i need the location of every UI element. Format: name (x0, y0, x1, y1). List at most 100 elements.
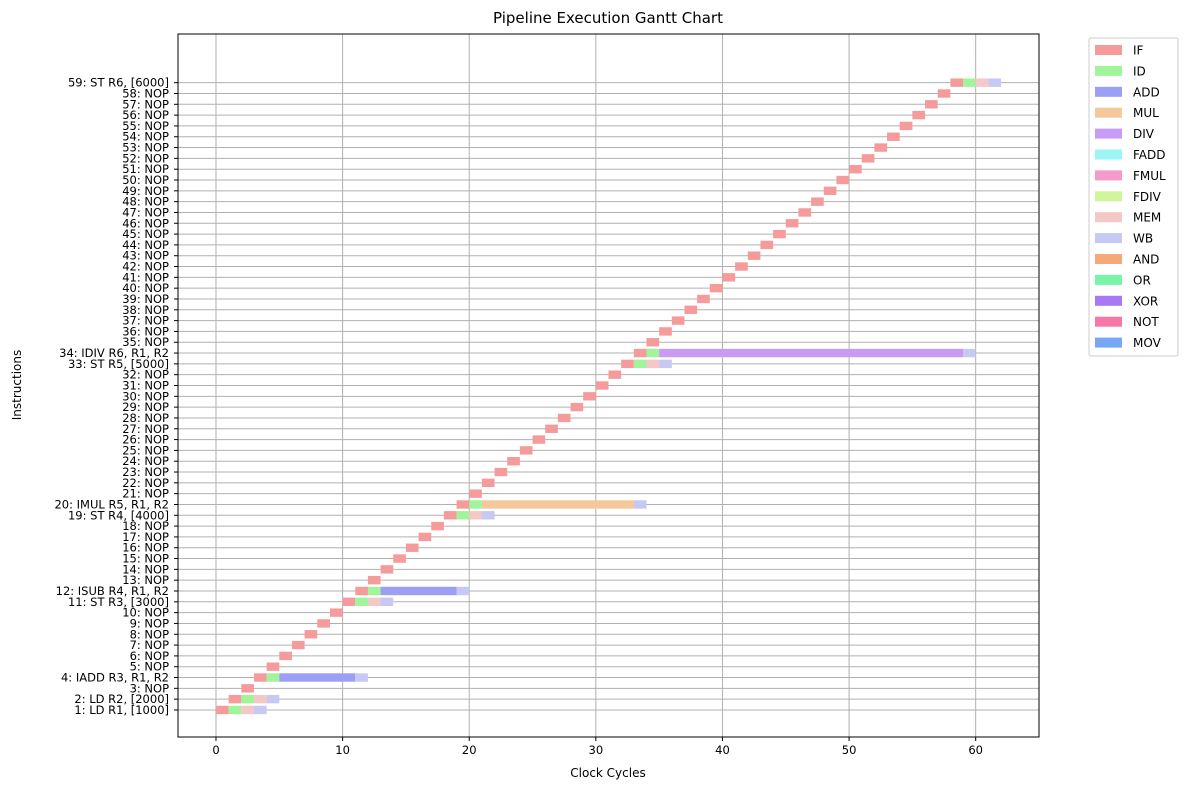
y-tick-label: 54: NOP (122, 130, 169, 144)
y-tick-label: 31: NOP (122, 379, 169, 393)
legend-label-fdiv: FDIV (1133, 190, 1162, 204)
stage-bar-if (456, 500, 470, 509)
stage-bar-if (329, 608, 343, 617)
y-tick-label: 4: IADD R3, R1, R2 (61, 671, 169, 685)
y-tick-label: 53: NOP (122, 141, 169, 155)
stage-bar-id (469, 500, 482, 509)
stage-bar-if (798, 208, 812, 217)
y-tick-label: 14: NOP (122, 562, 169, 576)
legend-swatch-div (1095, 128, 1122, 139)
stage-bar-wb (481, 511, 495, 520)
stage-bar-if (633, 348, 647, 358)
y-tick-label: 51: NOP (122, 162, 169, 176)
y-tick-label: 18: NOP (122, 519, 169, 533)
x-tick-label: 40 (715, 743, 730, 757)
y-tick-label: 16: NOP (122, 541, 169, 555)
stage-bar-if (418, 532, 432, 542)
y-tick-label: 58: NOP (122, 86, 169, 100)
stage-bar-id (355, 597, 368, 607)
y-tick-label: 30: NOP (122, 389, 169, 403)
stage-bar-wb (380, 597, 394, 607)
y-tick-label: 36: NOP (122, 324, 169, 338)
stage-bar-if (241, 684, 254, 693)
stage-bar-if (747, 251, 761, 260)
stage-bar-wb (988, 78, 1002, 87)
x-axis-label: Clock Cycles (570, 766, 645, 780)
legend-swatch-mem (1095, 212, 1122, 223)
legend-swatch-mul (1095, 107, 1122, 118)
stage-bar-add (380, 586, 457, 596)
stage-bar-if (291, 640, 305, 650)
stage-bar-if (317, 619, 330, 628)
stage-bar-if (836, 175, 850, 185)
y-tick-label: 3: NOP (130, 681, 170, 695)
stage-bar-if (912, 110, 926, 120)
stage-bar-id (266, 673, 280, 682)
stage-bar-if (481, 478, 495, 488)
y-tick-label: 32: NOP (122, 368, 169, 382)
y-tick-label: 57: NOP (122, 97, 169, 111)
y-tick-label: 24: NOP (122, 454, 169, 468)
legend-swatch-id (1095, 65, 1122, 76)
legend-label-id: ID (1133, 64, 1146, 78)
stage-bar-if (874, 143, 888, 152)
y-tick-label: 8: NOP (130, 627, 170, 641)
stage-bar-id (241, 694, 254, 704)
legend-label-not: NOT (1133, 315, 1159, 329)
stage-bar-if (646, 338, 660, 347)
stage-bar-if (228, 694, 242, 704)
y-tick-label: 28: NOP (122, 411, 169, 425)
x-tick-label: 30 (589, 743, 604, 757)
y-tick-label: 9: NOP (130, 616, 170, 630)
stage-bar-mem (241, 705, 254, 715)
legend-swatch-and (1095, 254, 1122, 264)
y-tick-label: 5: NOP (130, 660, 170, 674)
stage-bar-if (671, 316, 685, 325)
stage-bar-id (633, 359, 647, 369)
legend-swatch-or (1095, 274, 1122, 285)
x-axis-ticks: 0 10 20 30 40 50 60 (212, 737, 983, 757)
y-tick-label: 49: NOP (122, 184, 169, 198)
stage-bar-if (557, 413, 571, 423)
y-tick-label: 29: NOP (122, 400, 169, 414)
stage-bar-if (608, 370, 622, 379)
y-tick-label: 41: NOP (122, 270, 169, 284)
y-tick-label: 44: NOP (122, 238, 169, 252)
legend-label-add: ADD (1133, 85, 1160, 99)
stage-bar-mem (367, 597, 381, 607)
stage-bar-wb (355, 673, 368, 682)
y-tick-label: 43: NOP (122, 249, 169, 263)
y-tick-label: 35: NOP (122, 335, 169, 349)
stage-bar-id (228, 705, 242, 715)
y-tick-label: 52: NOP (122, 151, 169, 165)
stage-bars (215, 78, 1002, 715)
stage-bar-add (279, 673, 356, 682)
y-tick-label: 11: ST R3, [3000] (68, 595, 169, 609)
stage-bar-mul (481, 500, 634, 509)
y-tick-label: 39: NOP (122, 292, 169, 306)
stage-bar-if (494, 467, 508, 477)
y-tick-label: 59: ST R6, [6000] (68, 76, 169, 90)
stage-bar-wb (253, 705, 267, 715)
stage-bar-div (659, 348, 964, 358)
y-tick-label: 26: NOP (122, 433, 169, 447)
stage-bar-if (811, 197, 824, 206)
y-tick-label: 38: NOP (122, 303, 169, 317)
y-tick-label: 46: NOP (122, 216, 169, 230)
legend-label-mov: MOV (1133, 336, 1162, 350)
legend-label-and: AND (1133, 253, 1159, 267)
stage-bar-id (963, 78, 976, 87)
stage-bar-if (380, 565, 394, 574)
stage-bar-mem (646, 359, 660, 369)
y-tick-label: 10: NOP (122, 606, 169, 620)
stage-bar-if (849, 164, 862, 174)
x-tick-label: 20 (462, 743, 477, 757)
y-axis-label: Instructions (10, 350, 24, 420)
y-tick-label: 22: NOP (122, 476, 169, 490)
legend-label-div: DIV (1133, 127, 1155, 141)
stage-bar-if (253, 673, 267, 682)
y-tick-label: 40: NOP (122, 281, 169, 295)
legend-swatch-wb (1095, 233, 1122, 244)
legend: IF ID ADD MUL DIV FADD FMUL FDIV MEM WB AND OR XOR NO… (1088, 37, 1179, 357)
